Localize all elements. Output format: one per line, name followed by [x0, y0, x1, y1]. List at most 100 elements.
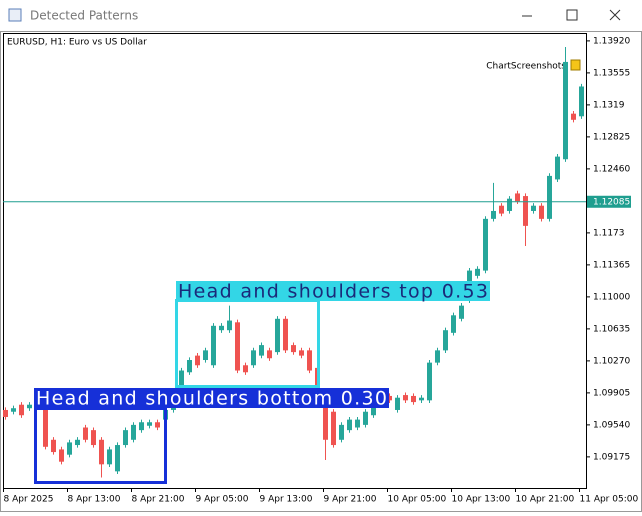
- x-tick-label: 8 Apr 13:00: [68, 495, 121, 505]
- candle-body: [43, 402, 48, 447]
- pattern-banner: [34, 388, 389, 408]
- candle-body: [195, 355, 200, 366]
- y-tick-label: 1.1319: [593, 100, 625, 110]
- y-tick-label: 1.09540: [593, 420, 630, 430]
- candle-body: [115, 445, 120, 472]
- candle-body: [235, 322, 240, 371]
- candle-body: [451, 315, 456, 333]
- candle-body: [499, 205, 504, 214]
- title-bar: [0, 0, 642, 31]
- candle-body: [355, 419, 360, 428]
- plot-frame: [3, 33, 587, 489]
- candle-body: [19, 404, 24, 416]
- candle-body: [3, 409, 8, 417]
- candle-body: [331, 411, 336, 446]
- pattern-box: [34, 407, 167, 484]
- candle-body: [443, 330, 448, 351]
- candle-body: [219, 325, 224, 331]
- y-tick-label: 1.10635: [593, 324, 630, 334]
- candle-body: [147, 422, 152, 426]
- plot: 1.13920 1.13555 1.1319 1.12825 1.12460 1.1173…: [3, 36, 639, 505]
- y-tick-label: 1.10270: [593, 356, 630, 366]
- candle-body: [387, 395, 392, 401]
- candle-body: [419, 397, 424, 401]
- current-price-tag: [587, 195, 631, 208]
- candle-body: [187, 360, 192, 373]
- candle-body: [243, 365, 248, 373]
- candle-body: [155, 422, 160, 428]
- candle-body: [59, 449, 64, 462]
- candle-body: [347, 419, 352, 431]
- candle-body: [259, 345, 264, 356]
- maximize-button[interactable]: [566, 9, 578, 21]
- pattern-label: Head and shoulders bottom 0.30: [36, 388, 387, 410]
- x-tick-label: 11 Apr 05:00: [580, 495, 639, 505]
- x-tick-label: 9 Apr 13:00: [260, 495, 313, 505]
- x-tick-label: 10 Apr 05:00: [388, 495, 447, 505]
- candle-body: [523, 196, 528, 226]
- candle-body: [203, 350, 208, 361]
- candle-body: [283, 318, 288, 351]
- current-price-label: 1.12085: [593, 197, 630, 207]
- candle-body: [251, 350, 256, 366]
- x-tick-label: 8 Apr 21:00: [132, 495, 185, 505]
- x-tick-label: 10 Apr 13:00: [452, 495, 511, 505]
- y-tick-label: 1.12460: [593, 164, 630, 174]
- window-icon: [8, 8, 22, 22]
- candle-body: [475, 268, 480, 276]
- chart-area: [0, 31, 642, 512]
- candle-body: [227, 320, 232, 331]
- candle-body: [11, 408, 16, 412]
- candle-body: [27, 404, 32, 409]
- candle-body: [299, 350, 304, 356]
- y-tick-label: 1.09905: [593, 388, 630, 398]
- candle-body: [99, 439, 104, 465]
- candle-body: [107, 449, 112, 465]
- candle-body: [291, 345, 296, 353]
- x-tick-label: 9 Apr 21:00: [324, 495, 377, 505]
- candle-body: [491, 210, 496, 219]
- candle-body: [267, 350, 272, 359]
- badge-icon: [570, 59, 581, 71]
- candle-body: [91, 430, 96, 446]
- candle-body: [555, 156, 560, 180]
- candle-body: [579, 86, 584, 117]
- candle-body: [123, 430, 128, 446]
- candle-body: [323, 400, 328, 440]
- badge-label: ChartScreenshots: [486, 62, 566, 72]
- close-button[interactable]: [609, 9, 621, 21]
- candle-body: [131, 424, 136, 440]
- candle-body: [83, 427, 88, 440]
- pattern-label: Head and shoulders top 0.53: [178, 281, 488, 303]
- candle-body: [539, 205, 544, 219]
- candle-body: [363, 411, 368, 425]
- x-tick-label: 9 Apr 05:00: [196, 495, 249, 505]
- y-tick-label: 1.1173: [593, 228, 625, 238]
- candle-body: [507, 198, 512, 211]
- candle-body: [435, 350, 440, 363]
- y-tick-label: 1.12825: [593, 132, 630, 142]
- y-tick-label: 1.11000: [593, 292, 630, 302]
- candle-body: [179, 370, 184, 386]
- x-tick-label: 10 Apr 21:00: [516, 495, 575, 505]
- candle-body: [395, 397, 400, 410]
- candle-body: [427, 362, 432, 401]
- candle-body: [67, 442, 72, 455]
- candle-body: [51, 439, 56, 453]
- candle-body: [483, 218, 488, 271]
- candle-body: [339, 424, 344, 440]
- candle-body: [571, 113, 576, 120]
- candle-body: [139, 422, 144, 431]
- window-title: Detected Patterns: [30, 9, 138, 23]
- candle-body: [547, 175, 552, 219]
- candle-body: [531, 205, 536, 211]
- candle-body: [275, 318, 280, 353]
- pattern-banner: [176, 281, 490, 301]
- y-tick-label: 1.11365: [593, 260, 630, 270]
- candle-body: [563, 61, 568, 160]
- candle-body: [515, 193, 520, 202]
- candle-body: [211, 325, 216, 366]
- candle-body: [307, 350, 312, 371]
